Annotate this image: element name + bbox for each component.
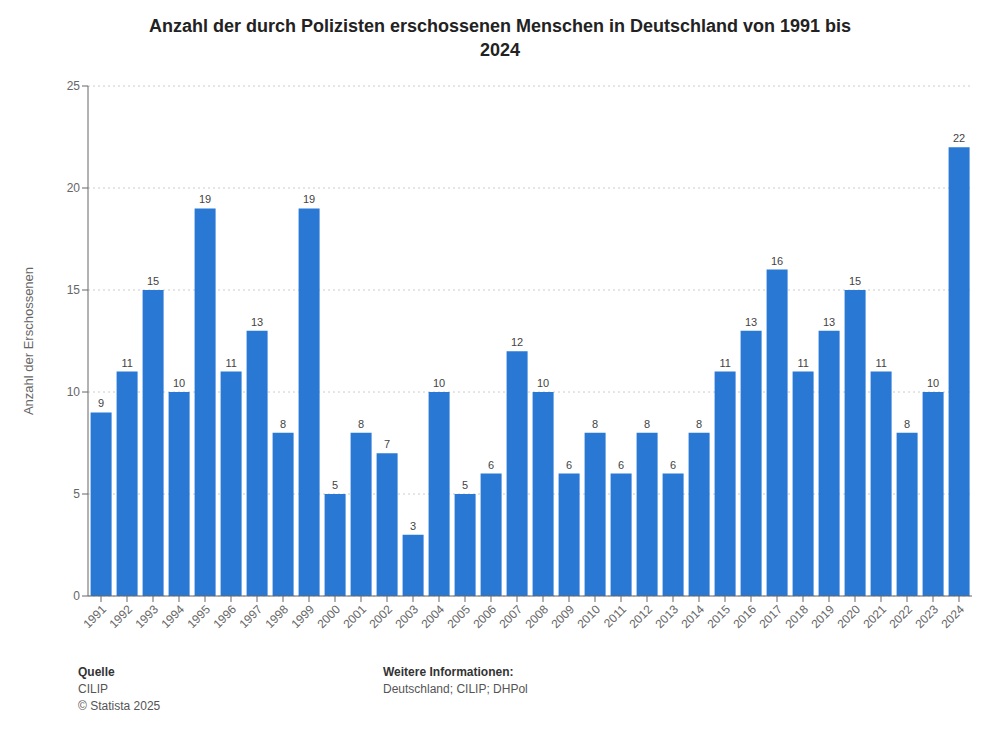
svg-text:10: 10 (173, 377, 185, 389)
svg-text:8: 8 (904, 418, 910, 430)
svg-text:1993: 1993 (132, 602, 161, 631)
svg-text:6: 6 (670, 459, 676, 471)
svg-text:10: 10 (67, 385, 81, 399)
svg-text:8: 8 (280, 418, 286, 430)
svg-text:2013: 2013 (652, 602, 681, 631)
svg-text:2005: 2005 (444, 602, 473, 631)
svg-text:16: 16 (771, 255, 783, 267)
svg-text:0: 0 (73, 589, 80, 603)
svg-text:2023: 2023 (912, 602, 941, 631)
svg-text:2022: 2022 (886, 602, 915, 631)
html-text:2024: 2024 (480, 40, 520, 60)
svg-text:5: 5 (73, 487, 80, 501)
svg-text:15: 15 (849, 275, 861, 287)
svg-text:3: 3 (410, 520, 416, 532)
html-text:Quelle: Quelle (78, 665, 115, 679)
svg-text:2020: 2020 (834, 602, 863, 631)
svg-text:10: 10 (537, 377, 549, 389)
svg-text:2001: 2001 (340, 602, 369, 631)
svg-text:1995: 1995 (184, 602, 213, 631)
svg-text:13: 13 (745, 316, 757, 328)
svg-text:2011: 2011 (601, 602, 629, 630)
svg-text:2019: 2019 (808, 602, 837, 631)
svg-text:13: 13 (823, 316, 835, 328)
svg-text:2004: 2004 (418, 602, 447, 631)
svg-text:2024: 2024 (938, 602, 967, 631)
svg-text:1999: 1999 (288, 602, 317, 631)
svg-text:9: 9 (98, 397, 104, 409)
svg-text:2015: 2015 (704, 602, 733, 631)
svg-text:2008: 2008 (522, 602, 551, 631)
svg-text:5: 5 (462, 479, 468, 491)
svg-text:22: 22 (953, 132, 965, 144)
svg-text:8: 8 (644, 418, 650, 430)
svg-text:1994: 1994 (158, 602, 187, 631)
svg-text:2007: 2007 (496, 602, 525, 631)
svg-text:2017: 2017 (756, 602, 785, 631)
html-text:© Statista 2025: © Statista 2025 (78, 699, 161, 713)
svg-text:2003: 2003 (392, 602, 421, 631)
svg-text:1996: 1996 (210, 602, 239, 631)
svg-text:15: 15 (67, 283, 81, 297)
svg-text:5: 5 (332, 479, 338, 491)
svg-text:15: 15 (147, 275, 159, 287)
svg-text:11: 11 (797, 357, 808, 369)
svg-text:10: 10 (927, 377, 939, 389)
svg-text:20: 20 (67, 181, 81, 195)
svg-text:11: 11 (875, 357, 886, 369)
svg-text:8: 8 (358, 418, 364, 430)
html-text:CILIP: CILIP (78, 682, 108, 696)
svg-text:10: 10 (433, 377, 445, 389)
svg-text:1997: 1997 (236, 602, 265, 631)
svg-text:25: 25 (67, 79, 81, 93)
svg-text:6: 6 (566, 459, 572, 471)
svg-text:12: 12 (511, 336, 523, 348)
svg-text:2002: 2002 (366, 602, 395, 631)
svg-text:13: 13 (251, 316, 263, 328)
svg-text:1992: 1992 (106, 602, 135, 631)
svg-text:11: 11 (719, 357, 730, 369)
svg-text:8: 8 (592, 418, 598, 430)
svg-text:19: 19 (303, 193, 315, 205)
svg-text:2012: 2012 (626, 602, 655, 631)
svg-text:2009: 2009 (548, 602, 577, 631)
html-text:Deutschland; CILIP; DHPol: Deutschland; CILIP; DHPol (383, 682, 528, 696)
svg-text:1998: 1998 (262, 602, 291, 631)
svg-text:11: 11 (225, 357, 236, 369)
svg-text:11: 11 (121, 357, 132, 369)
html-text:Anzahl der durch Polizisten er: Anzahl der durch Polizisten erschossenen… (148, 16, 852, 36)
svg-text:2014: 2014 (678, 602, 707, 631)
svg-text:2000: 2000 (314, 602, 343, 631)
svg-text:2006: 2006 (470, 602, 499, 631)
svg-text:2016: 2016 (730, 602, 759, 631)
svg-text:19: 19 (199, 193, 211, 205)
svg-text:Anzahl der Erschossenen: Anzahl der Erschossenen (21, 267, 36, 415)
svg-text:7: 7 (384, 438, 390, 450)
svg-text:6: 6 (488, 459, 494, 471)
svg-text:2010: 2010 (574, 602, 603, 631)
svg-text:2018: 2018 (782, 602, 811, 631)
svg-text:6: 6 (618, 459, 624, 471)
svg-text:1991: 1991 (80, 602, 109, 631)
svg-text:2021: 2021 (860, 602, 889, 631)
svg-text:8: 8 (696, 418, 702, 430)
html-text:Weitere Informationen:: Weitere Informationen: (383, 665, 514, 679)
